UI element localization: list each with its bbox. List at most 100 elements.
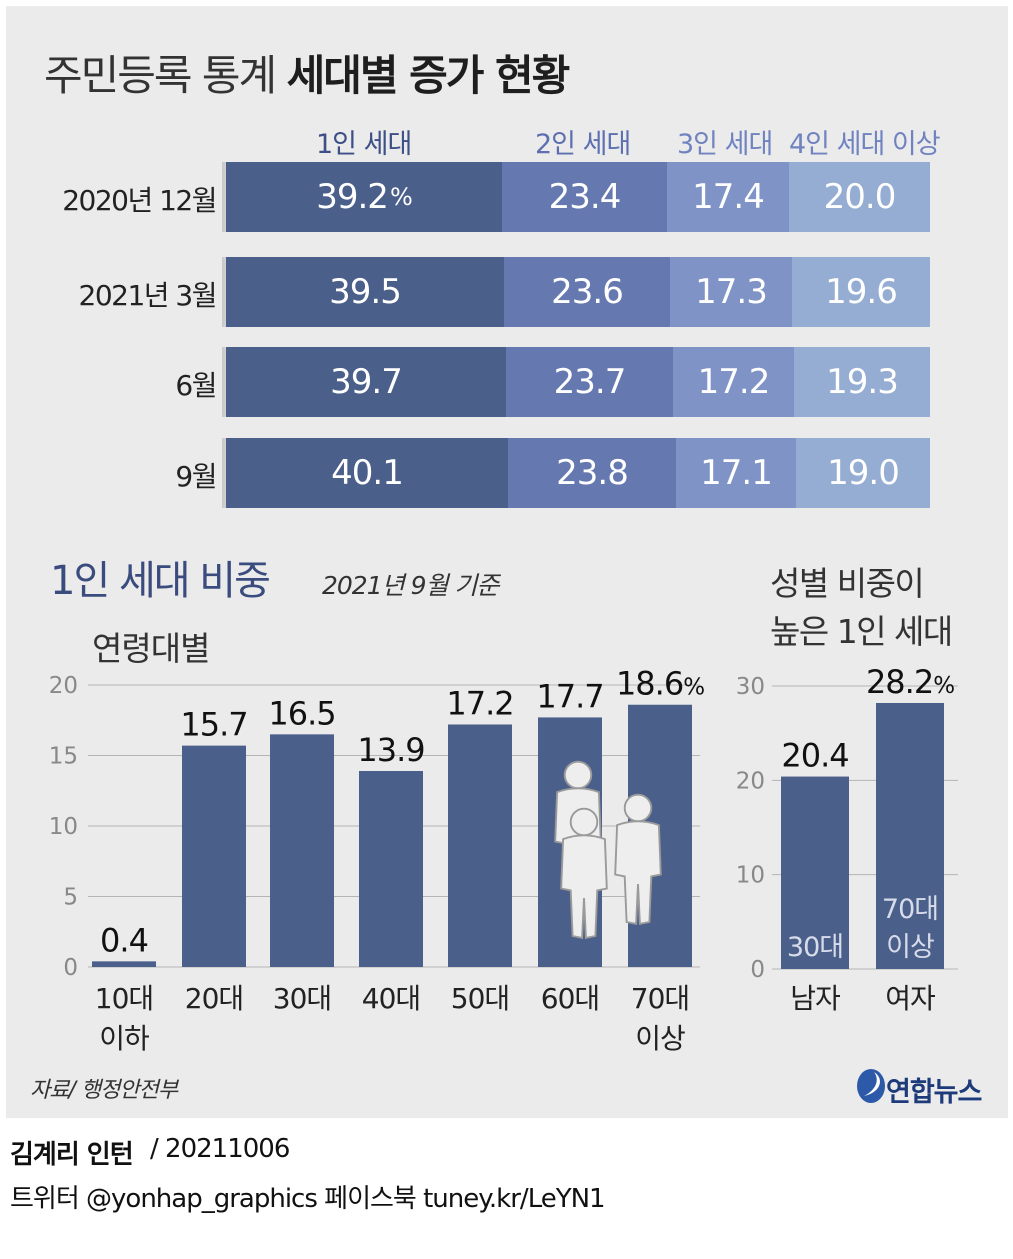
segment-value: 17.2 [697,362,771,402]
row-label: 9월 [175,460,217,493]
bar-value-label: 20.4 [781,737,848,775]
title-bold: 세대별 증가 현황 [286,51,571,100]
bar-value-label: 13.9 [357,731,424,769]
x-category-label: 여자 [885,982,935,1015]
stack-segment: 39.7 [226,347,506,417]
row-label: 2021년 3월 [78,279,218,312]
unit-label: % [933,673,954,699]
person-icon [614,793,662,926]
x-category-label: 30대 [273,982,331,1015]
unit-label: % [683,675,704,701]
y-tick-label: 30 [736,674,765,700]
x-category-label: 70대 [631,982,689,1015]
stack-segment: 17.1 [676,438,796,508]
header-3person: 3인 세대 [677,129,773,160]
y-tick-label: 20 [49,673,78,699]
stack-segment: 23.7 [506,347,673,417]
segment-value: 23.7 [553,362,627,402]
y-tick-label: 0 [63,955,78,981]
x-category-label: 50대 [451,982,509,1015]
stack-segment: 23.8 [508,438,676,508]
segment-value: 19.0 [827,453,900,493]
y-tick-label: 10 [49,814,78,840]
x-category-label: 이하 [99,1022,149,1055]
title-light: 주민등록 통계 [44,51,277,100]
bar [270,734,334,967]
bar [448,724,512,967]
gender-title-line: 높은 1인 세대 [770,612,953,651]
x-category-label: 40대 [362,982,420,1015]
stack-segment: 17.2 [673,347,794,417]
section-subtitle: 2021년 9월 기준 [322,571,499,600]
bar-value-label: 16.5 [268,694,335,732]
segment-value: 19.3 [826,362,899,402]
gender-chart-title: 성별 비중이 높은 1인 세대 [770,560,953,656]
yonhap-logo [854,1066,888,1110]
y-tick-label: 20 [736,768,765,794]
bar [182,745,246,967]
segment-value: 39.5 [329,272,402,312]
source-note: 자료/ 행정안전부 [30,1078,178,1103]
bar [92,961,156,967]
x-category-label: 이상 [635,1022,685,1055]
y-tick-label: 0 [750,957,765,983]
segment-value: 40.1 [331,453,404,493]
stack-segment: 40.1 [226,438,508,508]
segment-value: 19.6 [825,272,898,312]
page-title: 주민등록 통계 세대별 증가 현황 [44,42,571,103]
bar-annotation: 이상 [886,932,934,963]
x-category-label: 60대 [541,982,599,1015]
bar-value-label: 0.4 [100,921,148,959]
segment-value: 17.1 [700,453,773,493]
credit-author: 김계리 인턴 [10,1140,134,1170]
stack-segment: 19.3 [794,347,930,417]
row-label: 2020년 12월 [62,184,217,217]
stack-segment: 23.6 [504,257,670,327]
bar [876,702,944,969]
segment-value: 23.4 [548,177,622,217]
gender-title-line: 성별 비중이 [770,564,925,603]
stack-segment: 19.6 [792,257,930,327]
bar-annotation: 70대 [882,894,938,925]
bar-value-label: 15.7 [180,706,247,744]
stack-segment: 23.4 [502,162,667,232]
segment-value: 39.7 [330,362,403,402]
stack-segment: 20.0 [789,162,930,232]
bar [781,776,849,969]
row-label: 6월 [175,369,217,402]
segment-value: 20.0 [823,177,897,217]
stack-segment: 17.4 [667,162,789,232]
segment-value: 17.4 [692,177,765,217]
bar-value-label: 28.2% [866,663,954,701]
header-2person: 2인 세대 [535,129,631,160]
segment-value: 23.8 [556,453,629,493]
x-category-label: 10대 [95,982,153,1015]
header-1person: 1인 세대 [316,129,412,160]
stack-segment: 39.5 [226,257,504,327]
segment-value: 39.2 [316,177,389,217]
person-icon [560,807,608,940]
section-title: 1인 세대 비중 [50,558,271,604]
unit-label: % [389,183,413,211]
bar-value-label: 17.2 [446,684,513,722]
stack-segment: 19.0 [796,438,930,508]
x-category-label: 20대 [185,982,243,1015]
bar [359,771,423,967]
credit-sns: 트위터 @yonhap_graphics 페이스북 tuney.kr/LeYN1 [10,1184,606,1214]
age-chart-title: 연령대별 [92,629,210,668]
header-4plus: 4인 세대 이상 [789,129,941,160]
segment-value: 17.3 [695,272,768,312]
y-tick-label: 5 [63,885,78,911]
logo-text: 연합뉴스 [886,1077,982,1108]
y-tick-label: 10 [736,863,765,889]
bar-value-label: 17.7 [536,677,603,715]
credit-date: / 20211006 [150,1134,290,1164]
segment-value: 23.6 [551,272,624,312]
x-category-label: 남자 [790,982,840,1015]
stack-segment: 39.2% [226,162,502,232]
y-tick-label: 15 [49,744,78,770]
bar-value-label: 18.6% [616,665,704,703]
stack-segment: 17.3 [670,257,792,327]
yonhap-swirl-icon [857,1069,885,1103]
